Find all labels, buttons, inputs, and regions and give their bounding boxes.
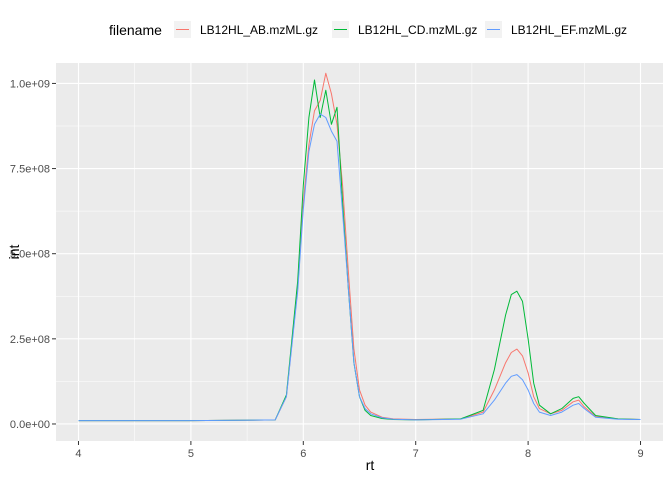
x-tick-label: 4 bbox=[75, 448, 81, 460]
x-tick-label: 9 bbox=[637, 448, 643, 460]
x-tick-label: 6 bbox=[300, 448, 306, 460]
y-tick-label: 1.0e+09 bbox=[10, 78, 50, 90]
x-tick-label: 7 bbox=[413, 448, 419, 460]
y-tick-label: 5.0e+08 bbox=[10, 249, 50, 261]
legend-label: LB12HL_EF.mzML.gz bbox=[511, 23, 627, 37]
y-tick-label: 7.5e+08 bbox=[10, 164, 50, 176]
grid bbox=[56, 63, 663, 441]
y-axis-title: int bbox=[6, 245, 22, 260]
y-tick-label: 2.5e+08 bbox=[10, 334, 50, 346]
legend-item: LB12HL_EF.mzML.gz bbox=[485, 21, 627, 38]
x-tick-label: 8 bbox=[525, 448, 531, 460]
legend-label: LB12HL_CD.mzML.gz bbox=[358, 23, 477, 37]
series-line-3 bbox=[78, 113, 641, 422]
axis-ticks: 4 5 6 7 8 9 0.0e+00 2.5e+08 5.0e+08 7.5e+08 1.0e+0… bbox=[10, 78, 644, 460]
legend-items: LB12HL_AB.mzML.gz LB12HL_CD.mzML.gz LB12HL… bbox=[174, 21, 627, 38]
y-tick-label: 0.0e+00 bbox=[10, 419, 50, 431]
legend: filename LB12HL_AB.mzML.gz LB12HL_CD.mzML… bbox=[109, 21, 627, 38]
legend-item: LB12HL_CD.mzML.gz bbox=[332, 21, 477, 38]
legend-title: filename bbox=[109, 22, 162, 38]
x-axis-title: rt bbox=[366, 457, 375, 473]
legend-label: LB12HL_AB.mzML.gz bbox=[200, 23, 318, 37]
legend-item: LB12HL_AB.mzML.gz bbox=[174, 21, 318, 38]
x-tick-label: 5 bbox=[188, 448, 194, 460]
series-layer bbox=[78, 72, 641, 422]
